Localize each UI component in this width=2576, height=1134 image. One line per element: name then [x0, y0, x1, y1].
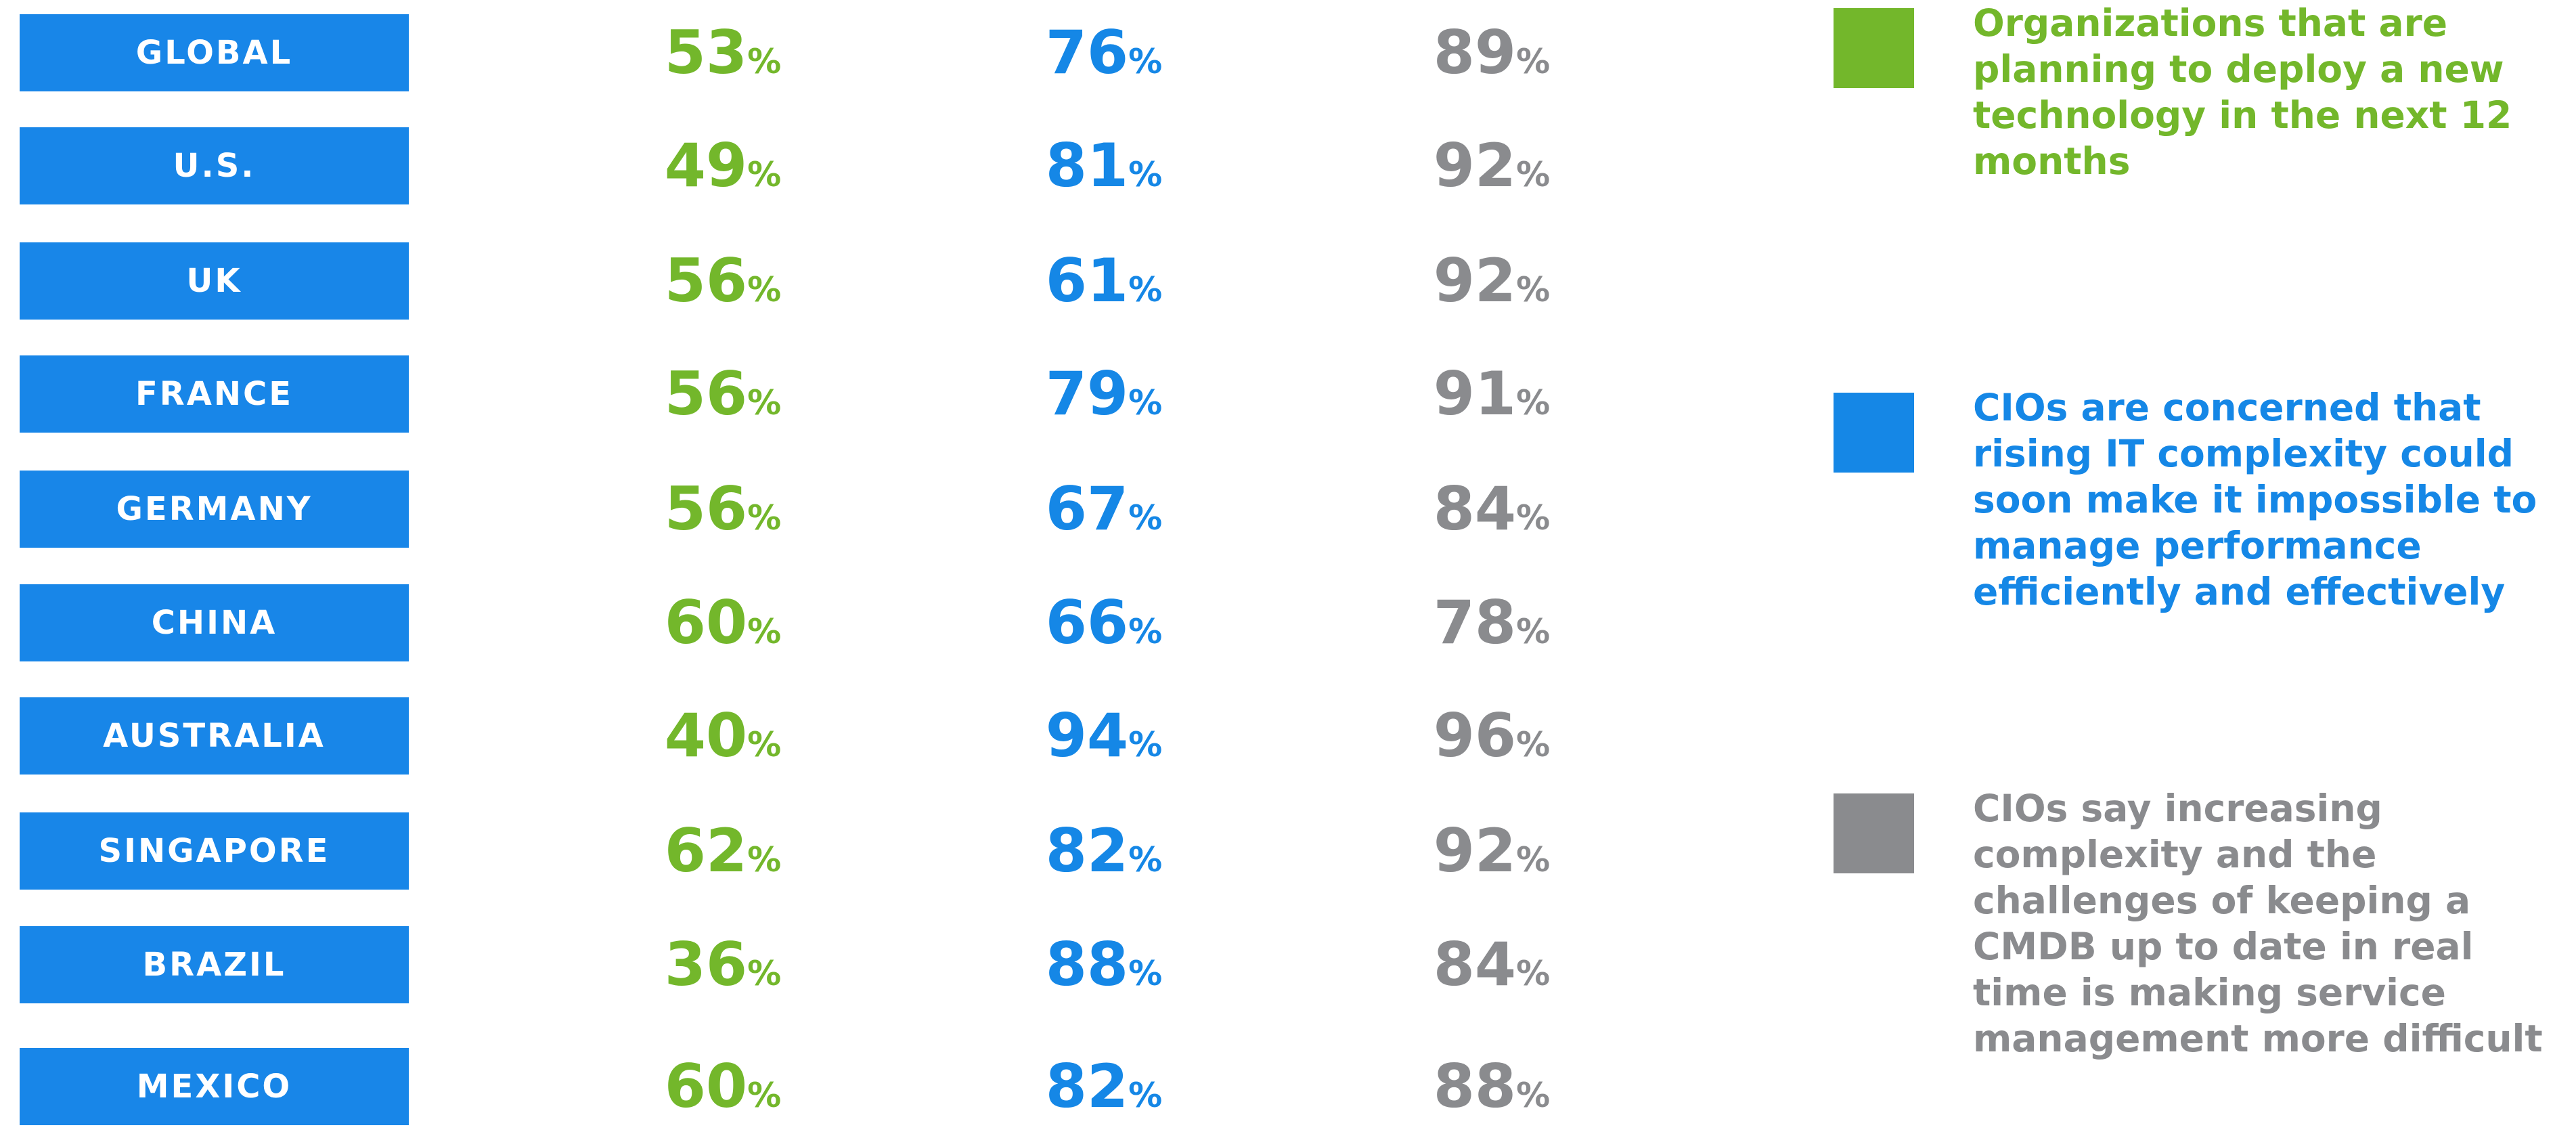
percent-value: 56% [664, 474, 782, 544]
percent-value: 79% [1045, 359, 1163, 429]
percent-value: 49% [664, 131, 782, 200]
percent-value: 89% [1433, 18, 1551, 87]
region-label: FRANCE [20, 355, 409, 433]
percent-value: 56% [664, 359, 782, 429]
percent-value: 82% [1045, 816, 1163, 886]
region-label: GLOBAL [20, 14, 409, 91]
percent-value: 94% [1045, 701, 1163, 770]
percent-value: 91% [1433, 359, 1551, 429]
legend-swatch [1834, 793, 1914, 873]
region-label: SINGAPORE [20, 812, 409, 890]
percent-value: 66% [1045, 588, 1163, 657]
legend-text: CIOs are concerned that rising IT comple… [1973, 386, 2537, 613]
percent-value: 60% [664, 1051, 782, 1121]
percent-value: 78% [1433, 588, 1551, 657]
percent-value: 88% [1045, 930, 1163, 999]
percent-value: 62% [664, 816, 782, 886]
percent-value: 61% [1045, 246, 1163, 315]
percent-value: 84% [1433, 930, 1551, 999]
percent-value: 56% [664, 246, 782, 315]
region-label: BRAZIL [20, 926, 409, 1003]
percent-value: 76% [1045, 18, 1163, 87]
percent-value: 92% [1433, 246, 1551, 315]
percent-value: 60% [664, 588, 782, 657]
percent-value: 36% [664, 930, 782, 999]
percent-value: 96% [1433, 701, 1551, 770]
region-label: AUSTRALIA [20, 697, 409, 775]
percent-value: 67% [1045, 474, 1163, 544]
legend-swatch [1834, 393, 1914, 473]
region-label: CHINA [20, 584, 409, 661]
region-label: UK [20, 242, 409, 320]
percent-value: 88% [1433, 1051, 1551, 1121]
percent-value: 81% [1045, 131, 1163, 200]
region-label: U.S. [20, 127, 409, 204]
legend-text: Organizations that are planning to deplo… [1973, 1, 2512, 183]
percent-value: 82% [1045, 1051, 1163, 1121]
legend-text: CIOs say increasing complexity and the c… [1973, 787, 2543, 1060]
percent-value: 53% [664, 18, 782, 87]
percent-value: 92% [1433, 131, 1551, 200]
region-label: GERMANY [20, 471, 409, 548]
region-label: MEXICO [20, 1048, 409, 1125]
percent-value: 40% [664, 701, 782, 770]
percent-value: 84% [1433, 474, 1551, 544]
percent-value: 92% [1433, 816, 1551, 886]
legend-swatch [1834, 8, 1914, 88]
